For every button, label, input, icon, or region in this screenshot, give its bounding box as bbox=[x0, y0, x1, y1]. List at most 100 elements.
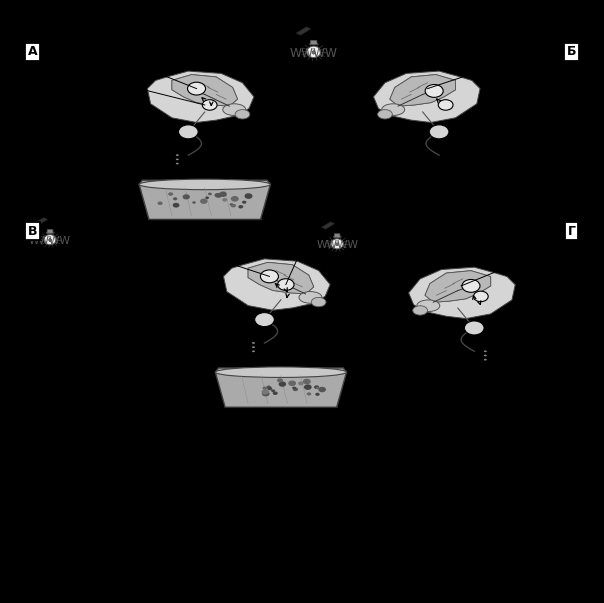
Circle shape bbox=[268, 387, 272, 390]
Text: WWWW: WWWW bbox=[290, 46, 338, 60]
Circle shape bbox=[266, 385, 271, 389]
Circle shape bbox=[315, 393, 320, 396]
Text: WWWW: WWWW bbox=[29, 236, 71, 246]
Circle shape bbox=[262, 391, 269, 396]
Circle shape bbox=[231, 204, 236, 207]
Circle shape bbox=[483, 354, 487, 357]
Circle shape bbox=[173, 197, 178, 200]
Circle shape bbox=[251, 350, 255, 353]
Circle shape bbox=[260, 270, 278, 283]
Text: В: В bbox=[28, 225, 37, 238]
Text: 3: 3 bbox=[481, 62, 489, 75]
Circle shape bbox=[219, 192, 227, 197]
Circle shape bbox=[242, 201, 246, 204]
Text: 3: 3 bbox=[297, 250, 305, 263]
Circle shape bbox=[273, 391, 278, 395]
Circle shape bbox=[187, 82, 205, 95]
Circle shape bbox=[262, 390, 269, 394]
Circle shape bbox=[263, 387, 268, 390]
Polygon shape bbox=[172, 75, 237, 106]
Text: 2: 2 bbox=[146, 63, 155, 77]
Circle shape bbox=[429, 125, 449, 139]
Text: – Механизм образования условного рефлекса по И.П. Павлову:: – Механизм образования условного рефлекс… bbox=[65, 428, 431, 438]
Circle shape bbox=[216, 193, 222, 198]
Polygon shape bbox=[223, 259, 330, 311]
Polygon shape bbox=[34, 218, 48, 225]
Polygon shape bbox=[215, 368, 347, 407]
Ellipse shape bbox=[417, 300, 440, 312]
Circle shape bbox=[208, 192, 212, 195]
Polygon shape bbox=[248, 262, 313, 294]
Circle shape bbox=[245, 193, 252, 199]
Circle shape bbox=[158, 201, 162, 205]
Circle shape bbox=[230, 203, 233, 206]
Ellipse shape bbox=[378, 110, 393, 119]
Circle shape bbox=[173, 203, 179, 207]
Polygon shape bbox=[390, 75, 455, 106]
Ellipse shape bbox=[311, 297, 326, 307]
Circle shape bbox=[231, 204, 236, 207]
Circle shape bbox=[464, 321, 484, 335]
Polygon shape bbox=[334, 234, 341, 238]
Circle shape bbox=[239, 205, 243, 209]
Circle shape bbox=[314, 385, 319, 389]
Circle shape bbox=[278, 279, 294, 291]
Ellipse shape bbox=[413, 306, 428, 315]
Polygon shape bbox=[322, 222, 335, 229]
Circle shape bbox=[251, 346, 255, 349]
Ellipse shape bbox=[223, 104, 246, 116]
Circle shape bbox=[175, 154, 179, 157]
Polygon shape bbox=[425, 271, 490, 302]
Circle shape bbox=[293, 387, 298, 391]
Circle shape bbox=[303, 379, 311, 384]
Text: Рисунок 100: Рисунок 100 bbox=[10, 428, 80, 437]
Polygon shape bbox=[248, 262, 313, 294]
Circle shape bbox=[288, 380, 296, 386]
Ellipse shape bbox=[382, 104, 405, 116]
Circle shape bbox=[483, 350, 487, 353]
Circle shape bbox=[278, 382, 286, 387]
Ellipse shape bbox=[331, 239, 343, 249]
Ellipse shape bbox=[299, 292, 322, 303]
Polygon shape bbox=[296, 27, 311, 35]
Circle shape bbox=[271, 390, 275, 392]
Polygon shape bbox=[310, 40, 317, 45]
Circle shape bbox=[483, 358, 487, 361]
Text: А – действие пищевого раздражителя вызывает безусловно-рефлекторную реакцию
выде: А – действие пищевого раздражителя вызыв… bbox=[10, 462, 507, 558]
Polygon shape bbox=[425, 271, 490, 302]
Circle shape bbox=[462, 279, 480, 292]
Circle shape bbox=[182, 194, 190, 200]
Circle shape bbox=[214, 193, 220, 197]
Polygon shape bbox=[172, 75, 237, 106]
Circle shape bbox=[179, 125, 198, 139]
Polygon shape bbox=[47, 230, 53, 233]
Circle shape bbox=[200, 198, 208, 204]
Text: 2: 2 bbox=[217, 253, 226, 267]
Polygon shape bbox=[139, 180, 271, 219]
Circle shape bbox=[202, 99, 217, 110]
Circle shape bbox=[292, 387, 296, 390]
Circle shape bbox=[231, 196, 239, 201]
Polygon shape bbox=[147, 71, 254, 122]
Ellipse shape bbox=[139, 179, 271, 190]
Ellipse shape bbox=[235, 110, 250, 119]
Circle shape bbox=[307, 393, 311, 396]
Circle shape bbox=[222, 198, 227, 201]
Circle shape bbox=[316, 387, 320, 390]
Ellipse shape bbox=[307, 46, 321, 58]
Polygon shape bbox=[409, 267, 515, 318]
Circle shape bbox=[277, 378, 283, 382]
Circle shape bbox=[255, 312, 274, 327]
Text: Г: Г bbox=[568, 225, 576, 238]
Circle shape bbox=[474, 291, 488, 302]
Polygon shape bbox=[390, 75, 455, 106]
Circle shape bbox=[425, 84, 443, 97]
Circle shape bbox=[168, 192, 173, 196]
Circle shape bbox=[175, 162, 179, 165]
Circle shape bbox=[304, 384, 312, 390]
Ellipse shape bbox=[215, 367, 347, 377]
Text: 1: 1 bbox=[130, 80, 138, 93]
Polygon shape bbox=[373, 71, 480, 122]
Circle shape bbox=[251, 341, 255, 344]
Circle shape bbox=[298, 382, 304, 385]
